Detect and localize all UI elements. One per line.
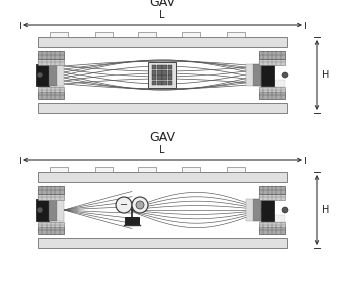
Bar — [20, 35, 305, 115]
Bar — [38, 51, 64, 59]
Bar — [259, 186, 285, 194]
Bar — [162, 75, 167, 80]
Bar — [36, 199, 49, 221]
Bar — [259, 87, 285, 92]
Bar — [38, 226, 64, 234]
Bar — [259, 215, 285, 222]
Bar — [157, 70, 162, 75]
Bar — [38, 37, 287, 47]
Bar — [259, 226, 285, 234]
Text: GAV: GAV — [149, 131, 175, 144]
Bar — [38, 186, 64, 194]
Bar — [261, 199, 274, 221]
Bar — [253, 64, 261, 86]
Text: GAV: GAV — [149, 0, 175, 9]
Circle shape — [37, 72, 43, 78]
Circle shape — [132, 197, 148, 213]
Bar — [259, 222, 285, 227]
Text: L: L — [159, 10, 165, 20]
Bar — [95, 32, 113, 37]
Bar — [182, 32, 200, 37]
Bar — [168, 65, 172, 69]
Bar — [246, 64, 253, 86]
Bar — [38, 222, 64, 227]
Bar — [259, 194, 285, 200]
Bar — [38, 59, 64, 65]
Circle shape — [282, 72, 288, 78]
Bar — [38, 91, 64, 99]
Bar — [253, 199, 261, 221]
Bar — [152, 65, 156, 69]
Bar — [125, 217, 139, 225]
Bar — [246, 199, 253, 221]
Bar — [36, 64, 49, 86]
Text: −: − — [120, 200, 128, 210]
Circle shape — [136, 201, 144, 209]
Bar — [57, 199, 64, 221]
Bar — [138, 167, 156, 172]
Bar — [259, 51, 285, 59]
Bar — [259, 91, 285, 99]
Bar — [168, 81, 172, 85]
Bar — [49, 64, 57, 86]
Bar — [157, 75, 162, 80]
Bar — [152, 75, 156, 80]
Bar — [259, 58, 285, 65]
Bar — [227, 167, 245, 172]
Bar — [261, 64, 274, 86]
Bar — [38, 58, 64, 65]
Bar — [38, 194, 64, 200]
Text: H: H — [322, 205, 329, 215]
Bar — [259, 59, 285, 65]
Bar — [38, 238, 287, 248]
Bar — [162, 65, 167, 69]
Bar — [49, 199, 57, 221]
Bar — [152, 70, 156, 75]
Bar — [259, 193, 285, 200]
Bar — [38, 215, 64, 222]
Bar — [148, 62, 176, 88]
Circle shape — [282, 207, 288, 213]
Bar — [95, 167, 113, 172]
Bar — [38, 172, 287, 182]
Bar — [38, 193, 64, 200]
Circle shape — [37, 207, 43, 213]
Bar — [38, 80, 64, 87]
Bar — [57, 64, 64, 86]
Bar — [152, 81, 156, 85]
Bar — [50, 167, 68, 172]
Circle shape — [116, 197, 132, 213]
Bar — [138, 32, 156, 37]
Bar — [162, 70, 167, 75]
Bar — [157, 65, 162, 69]
Bar — [38, 87, 64, 92]
Bar — [227, 32, 245, 37]
Bar — [259, 80, 285, 87]
Bar — [50, 32, 68, 37]
Bar — [168, 70, 172, 75]
Bar — [162, 81, 167, 85]
Text: H: H — [322, 70, 329, 80]
Bar — [182, 167, 200, 172]
Bar — [38, 103, 287, 113]
Bar — [157, 81, 162, 85]
Bar — [168, 75, 172, 80]
Text: L: L — [159, 145, 165, 155]
